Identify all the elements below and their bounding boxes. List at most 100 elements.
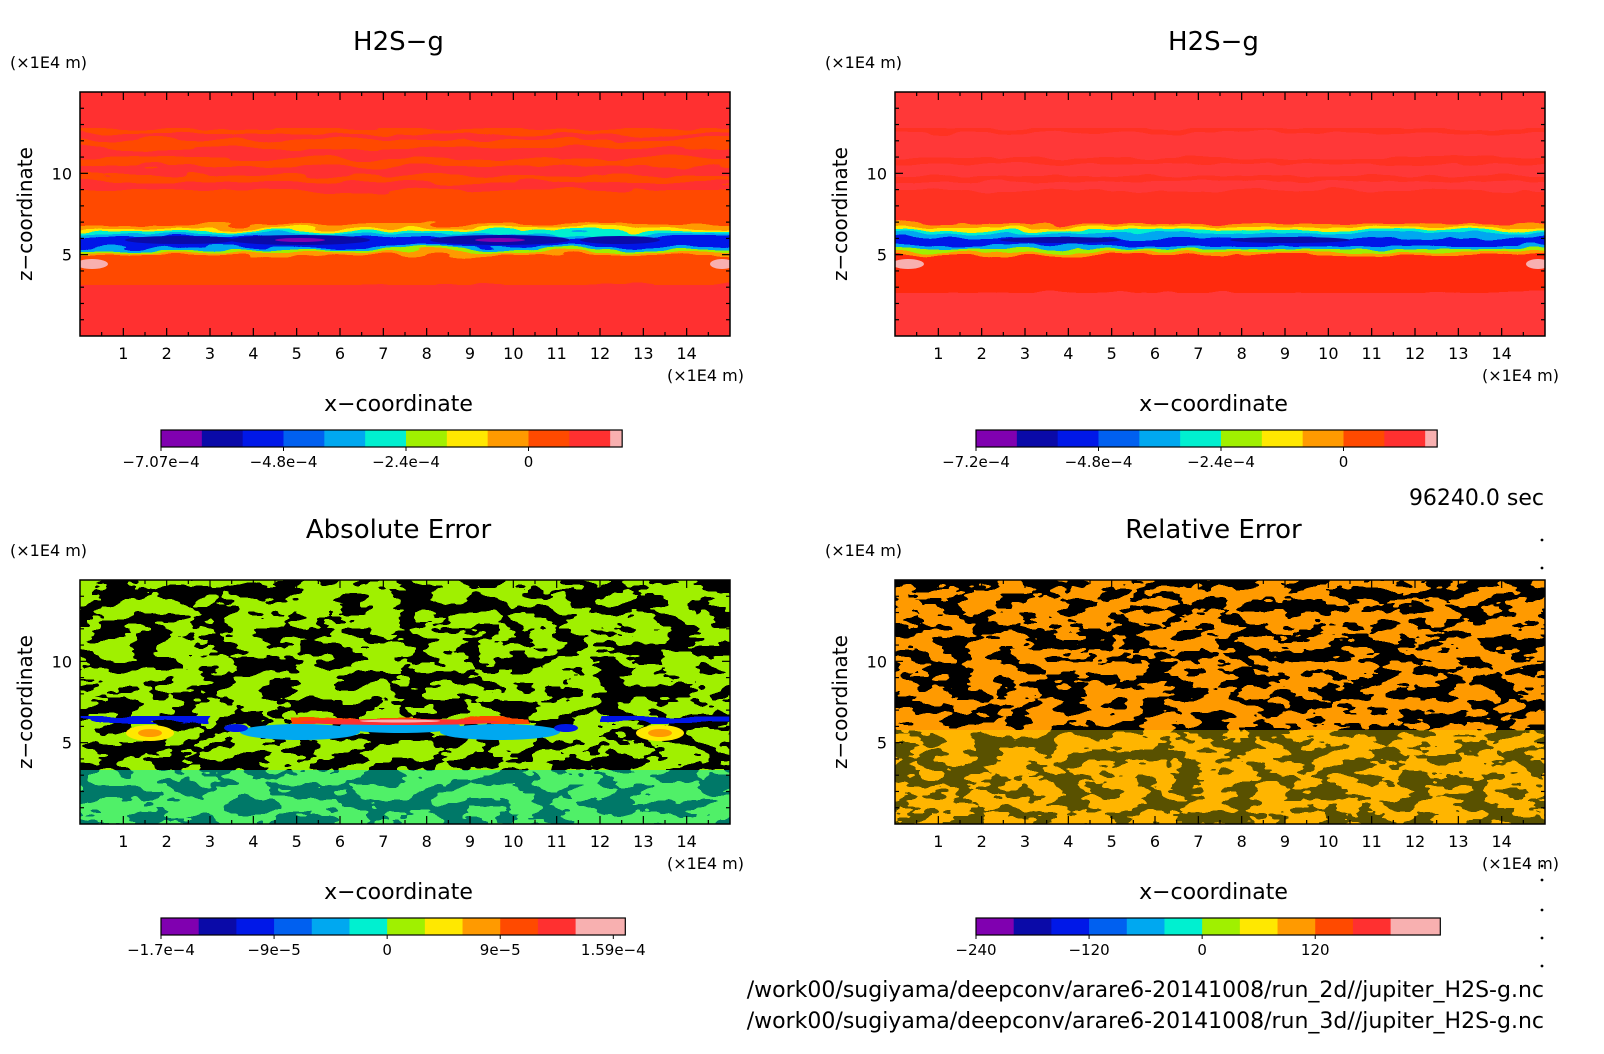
x-tick-label-4: 11 — [1361, 832, 1381, 851]
x-tick-label-4: 9 — [1280, 832, 1290, 851]
x-tick-label-1: 1 — [118, 344, 128, 363]
x-tick-label-3: 11 — [546, 832, 566, 851]
colorbar-3-swatch — [198, 918, 237, 935]
colorbar-4-swatch — [1126, 918, 1165, 935]
colorbar-3-swatch — [575, 918, 614, 935]
x-tick-label-1: 5 — [292, 344, 302, 363]
colorbar-4-swatch — [1352, 918, 1392, 935]
x-tick-label-2: 7 — [1193, 344, 1203, 363]
colorbar-3-tick-label: 1.59e−4 — [581, 941, 646, 959]
heatmap-field-2 — [895, 92, 1545, 336]
colorbar-1-swatch — [365, 430, 407, 447]
colorbar-1-swatch — [528, 430, 570, 447]
x-tick-label-1: 9 — [465, 344, 475, 363]
colorbar-4-swatch — [1315, 918, 1354, 935]
x-tick-label-1: 7 — [378, 344, 388, 363]
colorbar-3-tick-label: −9e−5 — [247, 941, 300, 959]
x-tick-label-3: 13 — [633, 832, 653, 851]
y-tick-label-1: 5 — [62, 246, 72, 265]
x-unit-label-4: (×1E4 m) — [1482, 854, 1559, 873]
colorbar-2-swatch — [1180, 430, 1222, 447]
x-tick-label-1: 11 — [546, 344, 566, 363]
x-unit-label-3: (×1E4 m) — [667, 854, 744, 873]
x-tick-label-3: 8 — [422, 832, 432, 851]
colorbar-2-swatch — [1057, 430, 1099, 447]
colorbar-3-swatch — [274, 918, 313, 935]
x-tick-label-2: 9 — [1280, 344, 1290, 363]
x-tick-label-4: 3 — [1020, 832, 1030, 851]
colorbar-1-tick-label: −7.07e−4 — [122, 453, 199, 471]
x-tick-label-3: 6 — [335, 832, 345, 851]
x-tick-label-2: 12 — [1405, 344, 1425, 363]
x-tick-label-2: 13 — [1448, 344, 1468, 363]
time-label: 96240.0 sec — [1409, 486, 1544, 511]
x-tick-label-4: 14 — [1491, 832, 1511, 851]
colorbar-4-swatch — [1239, 918, 1279, 935]
x-axis-label-3: x−coordinate — [324, 880, 473, 905]
colorbar-3-swatch — [537, 918, 577, 935]
colorbar-4-swatch — [1051, 918, 1090, 935]
x-tick-label-3: 9 — [465, 832, 475, 851]
file-path-2: /work00/sugiyama/deepconv/arare6-2014100… — [747, 1009, 1544, 1034]
file-path-1: /work00/sugiyama/deepconv/arare6-2014100… — [747, 978, 1544, 1003]
x-tick-label-4: 13 — [1448, 832, 1468, 851]
colorbar-1-swatch — [242, 430, 284, 447]
x-tick-label-4: 1 — [933, 832, 943, 851]
colorbar-2-frame — [975, 429, 1438, 448]
y-tick-label-3: 10 — [52, 652, 72, 671]
colorbar-1-swatch — [569, 430, 611, 447]
colorbar-4-swatch — [1277, 918, 1316, 935]
colorbar-2-swatch — [1139, 430, 1181, 447]
x-tick-label-3: 5 — [292, 832, 302, 851]
colorbar-1-swatch — [487, 430, 529, 447]
x-tick-label-1: 6 — [335, 344, 345, 363]
colorbar-2-tick-label: −4.8e−4 — [1065, 453, 1133, 471]
x-tick-label-3: 4 — [248, 832, 258, 851]
colorbar-3-frame — [160, 917, 626, 936]
colorbar-4-tick-label: −120 — [1068, 941, 1109, 959]
colorbar-3-tick-label: 9e−5 — [480, 941, 521, 959]
colorbar-1-swatch — [283, 430, 325, 447]
heatmap-field-3 — [80, 580, 730, 824]
x-tick-label-1: 13 — [633, 344, 653, 363]
colorbar-4-tick-label: −240 — [955, 941, 996, 959]
y-axis-label-1: z−coordinate — [13, 147, 37, 281]
colorbar-3-tick-label: −1.7e−4 — [127, 941, 195, 959]
x-tick-label-1: 14 — [676, 344, 696, 363]
colorbar-1-swatch — [406, 430, 448, 447]
y-axis-label-4: z−coordinate — [828, 635, 852, 769]
colorbar-1-swatch — [161, 430, 203, 447]
y-tick-label-2: 10 — [867, 164, 887, 183]
colorbar-4-tick-label: 120 — [1301, 941, 1330, 959]
colorbar-2-swatch — [1261, 430, 1304, 447]
x-tick-label-2: 8 — [1237, 344, 1247, 363]
x-tick-label-2: 10 — [1318, 344, 1338, 363]
margin-dot — [1540, 936, 1544, 940]
x-tick-label-4: 4 — [1063, 832, 1073, 851]
colorbar-3-swatch — [387, 918, 426, 935]
x-tick-label-2: 4 — [1063, 344, 1073, 363]
chart-title-4: Relative Error — [1125, 515, 1302, 545]
colorbar-1-swatch — [446, 430, 489, 447]
x-tick-label-3: 10 — [503, 832, 523, 851]
colorbar-2-swatch — [1221, 430, 1263, 447]
x-tick-label-4: 5 — [1107, 832, 1117, 851]
heatmap-field-1 — [80, 92, 730, 336]
x-unit-label-2: (×1E4 m) — [1482, 366, 1559, 385]
margin-dot — [1540, 878, 1544, 882]
y-tick-label-3: 5 — [62, 734, 72, 753]
colorbar-4-swatch — [976, 918, 1015, 935]
colorbar-2-swatch — [1016, 430, 1059, 447]
x-tick-label-3: 7 — [378, 832, 388, 851]
margin-dot — [1540, 908, 1544, 912]
x-tick-label-4: 8 — [1237, 832, 1247, 851]
colorbar-4-tick-label: 0 — [1197, 941, 1207, 959]
x-tick-label-3: 3 — [205, 832, 215, 851]
colorbar-2-tick-label: 0 — [1339, 453, 1349, 471]
colorbar-3-swatch — [613, 918, 626, 935]
chart-title-3: Absolute Error — [306, 515, 492, 545]
x-unit-label-1: (×1E4 m) — [667, 366, 744, 385]
x-tick-label-4: 2 — [977, 832, 987, 851]
y-axis-label-2: z−coordinate — [828, 147, 852, 281]
